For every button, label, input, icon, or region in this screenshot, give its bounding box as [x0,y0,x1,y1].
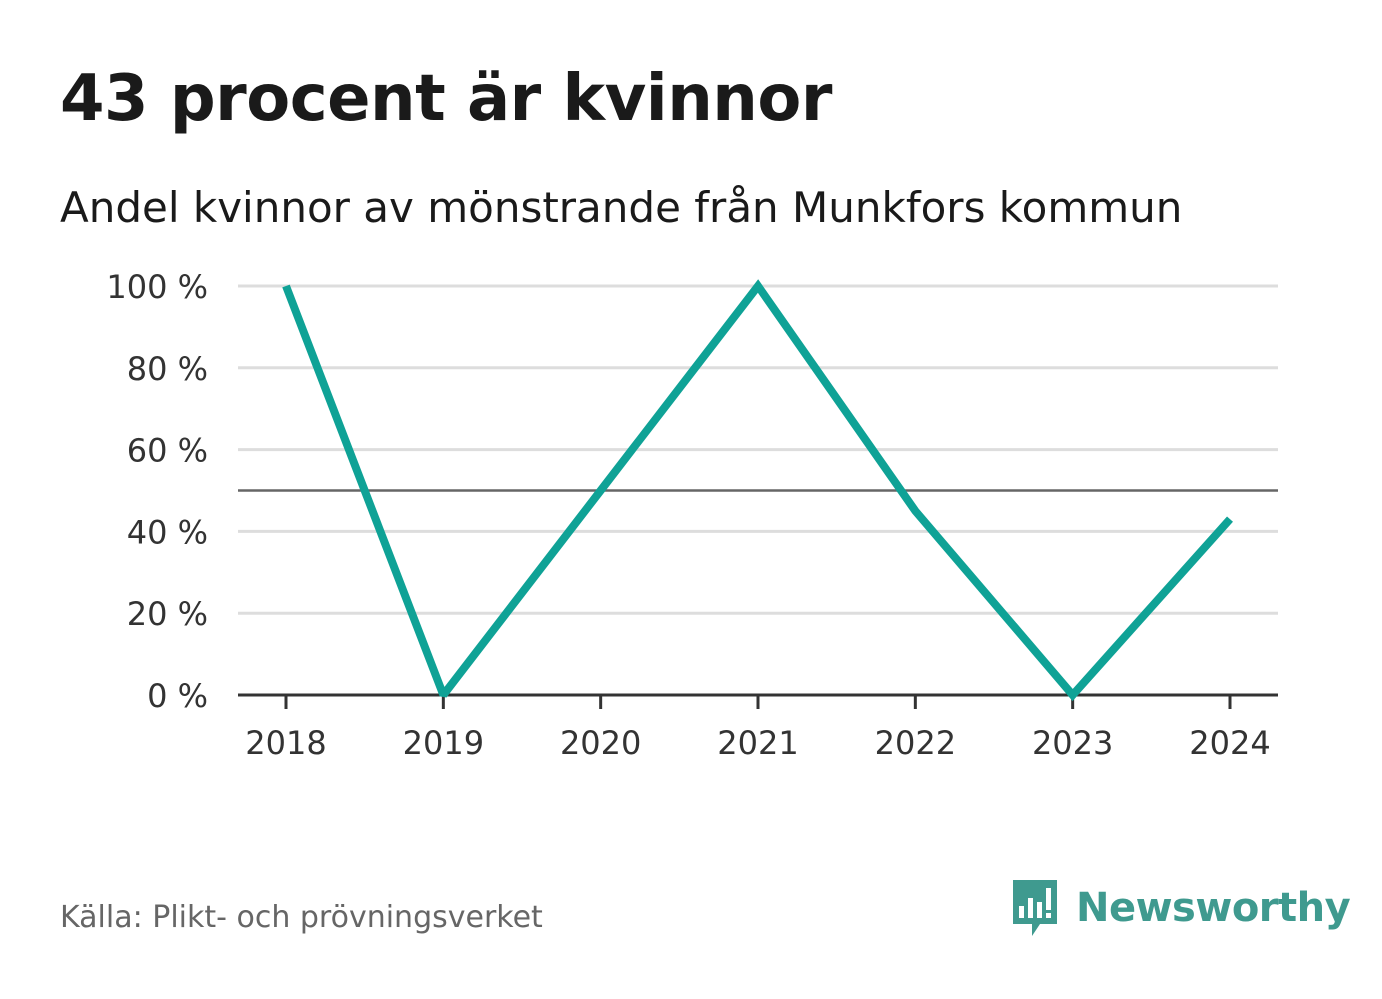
x-tick-label: 2024 [1189,724,1270,762]
x-tick-label: 2019 [403,724,484,762]
brand-logo: Newsworthy [1010,878,1351,938]
y-tick-label: 100 % [106,268,208,306]
chart-subtitle: Andel kvinnor av mönstrande från Munkfor… [60,183,1183,232]
y-tick-label: 20 % [127,595,208,633]
x-tick-label: 2020 [560,724,641,762]
x-tick-label: 2018 [245,724,326,762]
newsworthy-logo-icon [1013,880,1057,936]
x-tick-label: 2023 [1032,724,1113,762]
y-tick-label: 60 % [127,432,208,470]
y-tick-label: 0 % [147,677,208,715]
source-note: Källa: Plikt- och prövningsverket [60,900,543,935]
chart-title: 43 procent är kvinnor [60,62,832,136]
y-tick-label: 80 % [127,350,208,388]
x-tick-label: 2022 [875,724,956,762]
brand-name: Newsworthy [1076,885,1351,931]
y-tick-label: 40 % [127,513,208,551]
x-tick-label: 2021 [717,724,798,762]
